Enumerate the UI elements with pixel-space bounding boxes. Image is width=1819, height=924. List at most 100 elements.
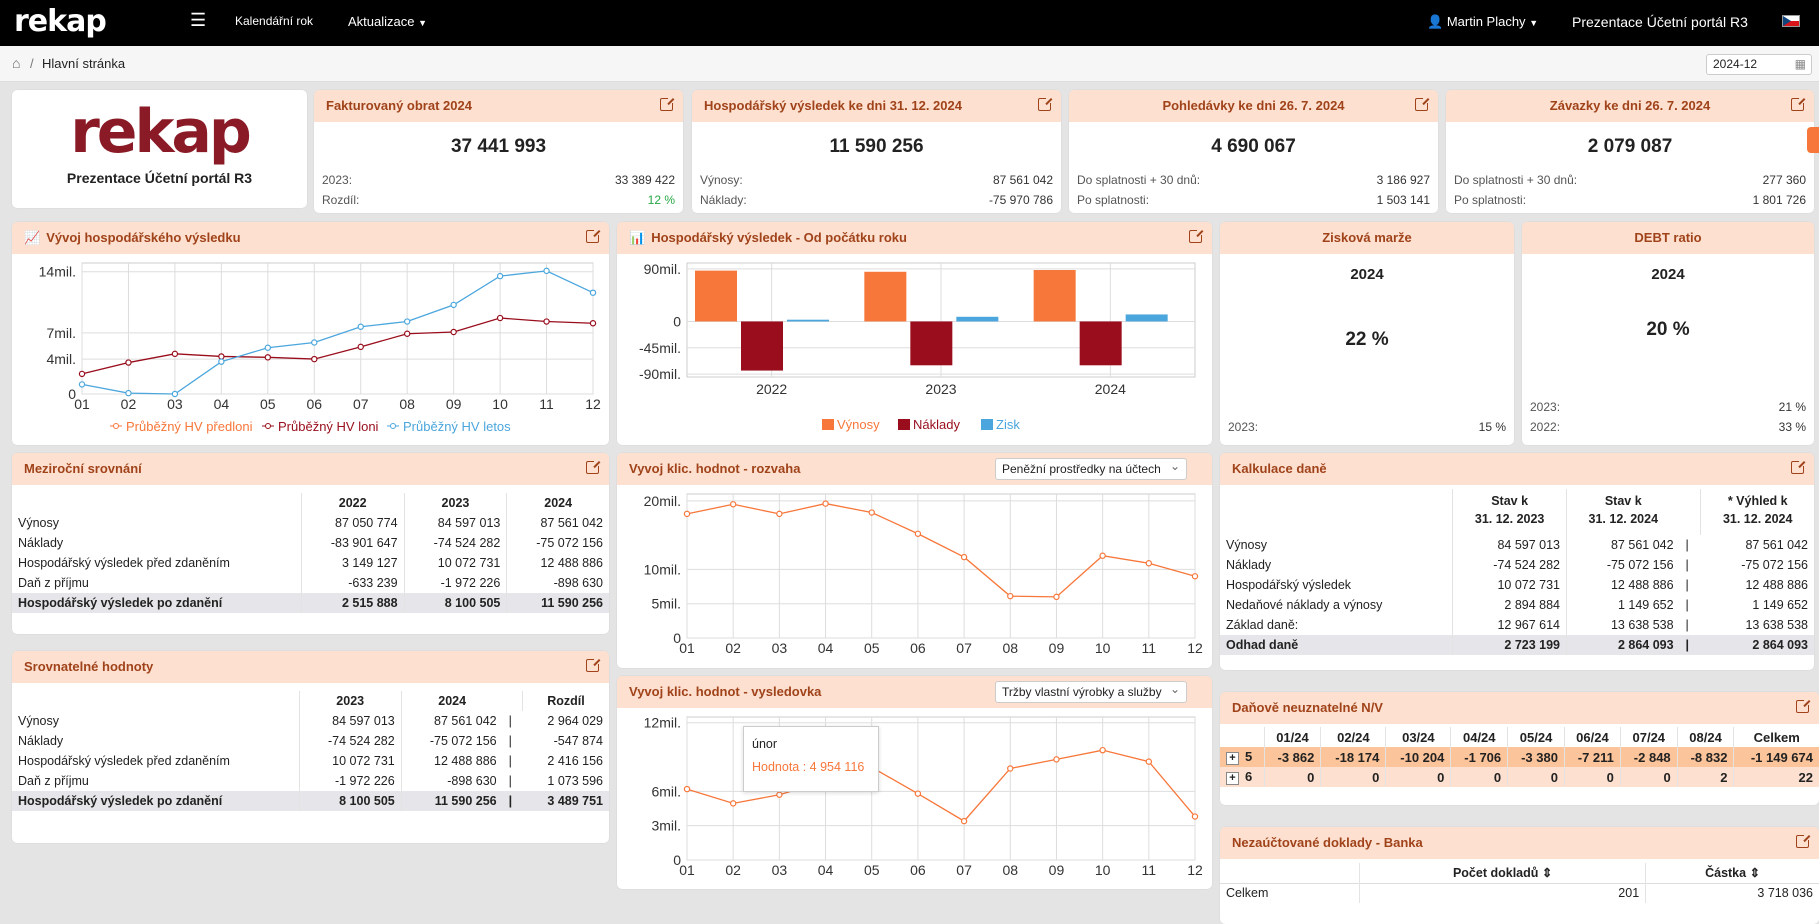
column-header[interactable]: 08/24 (1676, 727, 1734, 747)
balance-metric-select[interactable]: Peněžní prostředky na účtech (995, 456, 1187, 480)
open-external-icon[interactable] (1796, 833, 1811, 848)
period-picker[interactable]: 2024-12 ▦ (1706, 54, 1812, 75)
income-trend-card: Vyvoj klic. hodnot - vysledovka Tržby vl… (617, 676, 1212, 889)
column-header[interactable]: 2022 (300, 493, 405, 513)
open-external-icon[interactable] (1415, 96, 1430, 111)
kpi-row-value: 33 389 422 (614, 173, 675, 187)
table-cell: -547 874 (553, 734, 603, 748)
settings-side-tab[interactable] (1807, 127, 1819, 153)
data-point (1145, 560, 1153, 567)
home-icon[interactable]: ⌂ (12, 55, 21, 71)
x-tick-label: 03 (772, 640, 788, 656)
x-tick-label: 07 (956, 862, 972, 878)
data-point (450, 328, 457, 336)
column-header[interactable]: 04/24 (1450, 727, 1508, 747)
column-header[interactable]: 03/24 (1385, 727, 1451, 747)
menu-update[interactable]: Aktualizace ▼ (348, 14, 427, 29)
column-header[interactable]: 2024 (400, 691, 503, 711)
column-header[interactable] (1220, 727, 1264, 747)
table-cell: 3 149 127 (300, 553, 405, 573)
data-point (1099, 552, 1106, 559)
czech-flag-icon[interactable] (1782, 15, 1800, 27)
data-point (78, 370, 86, 378)
income-metric-select[interactable]: Tržby vlastní výrobky a služby (995, 679, 1187, 703)
kpi-row-value: 277 360 (1762, 173, 1806, 187)
x-tick-label: 12 (1187, 640, 1203, 656)
x-tick-label: 01 (74, 396, 90, 412)
column-header[interactable]: 01/24 (1263, 727, 1321, 747)
kpi-row-value: 1 801 726 (1752, 193, 1806, 207)
table-cell: Hospodářský výsledek po zdanění (12, 791, 300, 811)
table-row: Stav k 31. 12. 2023 Stav k 31. 12. 2024 * Vý… (1220, 489, 1814, 535)
debt-row-label: 2022: (1530, 420, 1561, 434)
column-header[interactable]: Počet dokladů ⇕ (1359, 863, 1646, 883)
data-point (960, 817, 968, 825)
menu-update-label: Aktualizace (348, 14, 415, 29)
column-header[interactable]: * Výhled k 31. 12. 2024 (1700, 489, 1814, 535)
column-header[interactable]: Stav k 31. 12. 2024 (1565, 489, 1680, 535)
column-header[interactable]: 05/24 (1507, 727, 1565, 747)
table-cell: 3 718 036 (1645, 883, 1819, 903)
data-point (171, 390, 179, 398)
debt-year: 2024 (1651, 266, 1685, 283)
open-external-icon[interactable] (586, 657, 601, 672)
menu-calendar-year[interactable]: Kalendářní rok (235, 14, 314, 28)
column-header[interactable]: Částka ⇕ (1645, 863, 1819, 883)
open-external-icon[interactable] (1791, 459, 1806, 474)
hamburger-menu-icon[interactable]: ☰ (190, 10, 207, 30)
caret-down-icon: ▼ (418, 18, 428, 28)
open-external-icon[interactable] (586, 228, 601, 243)
user-menu[interactable]: 👤 Martin Plachy ▼ (1427, 14, 1538, 30)
table-row: Náklady -74 524 282 -75 072 156 | -75 072 15… (1220, 555, 1814, 575)
column-header[interactable] (12, 691, 299, 711)
table-cell: -1 149 674 (1733, 747, 1819, 767)
table-cell: 10 072 731 (298, 751, 402, 771)
open-external-icon[interactable] (586, 459, 601, 474)
legend-label: Průběžný HV letos (403, 419, 511, 434)
open-external-icon[interactable] (1189, 228, 1204, 243)
column-header[interactable] (1220, 489, 1453, 535)
column-header[interactable]: 07/24 (1619, 727, 1678, 747)
table-cell: -74 524 282 (1452, 555, 1567, 575)
column-header[interactable] (503, 691, 523, 711)
table-row: Odhad daně 2 723 199 2 864 093 | 2 864 093 (1220, 635, 1814, 655)
table-row: Hospodářský výsledek po zdanění 8 100 505… (12, 791, 609, 811)
comparable-table: 2023 2024 Rozdíl Výnosy 84 597 013 87 561 042… (12, 691, 609, 811)
column-header[interactable]: Celkem (1733, 727, 1819, 747)
card-title: Srovnatelné hodnoty (12, 651, 609, 683)
table-row: Výnosy 87 050 774 84 597 013 87 561 042 (12, 513, 609, 533)
expand-icon[interactable]: + (1226, 772, 1239, 785)
column-header[interactable]: 06/24 (1563, 727, 1621, 747)
column-header[interactable]: 2023 (403, 493, 507, 513)
data-point (357, 323, 364, 330)
column-header[interactable]: 2024 (506, 493, 609, 513)
plot-area (686, 493, 1196, 639)
open-external-icon[interactable] (1791, 96, 1806, 111)
tax-calc-card: Kalkulace daně Stav k 31. 12. 2023 Stav k 3… (1220, 453, 1814, 670)
column-header[interactable]: 02/24 (1320, 727, 1386, 747)
table-cell: Hospodářský výsledek před zdaněním (18, 556, 230, 570)
bar (910, 321, 953, 366)
x-tick-label: 03 (772, 862, 788, 878)
table-row: Hospodářský výsledek před zdaněním 10 072… (12, 751, 609, 771)
x-tick-label: 11 (1142, 640, 1157, 656)
column-header[interactable] (12, 493, 301, 513)
data-point (776, 510, 783, 518)
legend-marker (265, 423, 271, 429)
column-header[interactable]: Rozdíl (521, 691, 609, 711)
caret-down-icon: ▼ (1529, 18, 1539, 28)
kpi-payables: Závazky ke dni 26. 7. 2024 2 079 087 Do … (1446, 90, 1814, 213)
table-cell: 87 561 042 (1565, 535, 1680, 555)
app-logo[interactable]: rekap (14, 4, 107, 39)
open-external-icon[interactable] (1038, 96, 1053, 111)
open-external-icon[interactable] (1796, 698, 1811, 713)
data-point (729, 501, 737, 508)
column-header[interactable]: Stav k 31. 12. 2023 (1452, 489, 1567, 535)
open-external-icon[interactable] (660, 96, 675, 111)
table-cell: 0 (1320, 767, 1386, 787)
column-header[interactable] (1680, 489, 1701, 535)
column-header[interactable] (1220, 863, 1360, 883)
column-header[interactable]: 2023 (298, 691, 402, 711)
expand-icon[interactable]: + (1226, 752, 1239, 765)
y-tick-label: 5mil. (651, 596, 681, 612)
